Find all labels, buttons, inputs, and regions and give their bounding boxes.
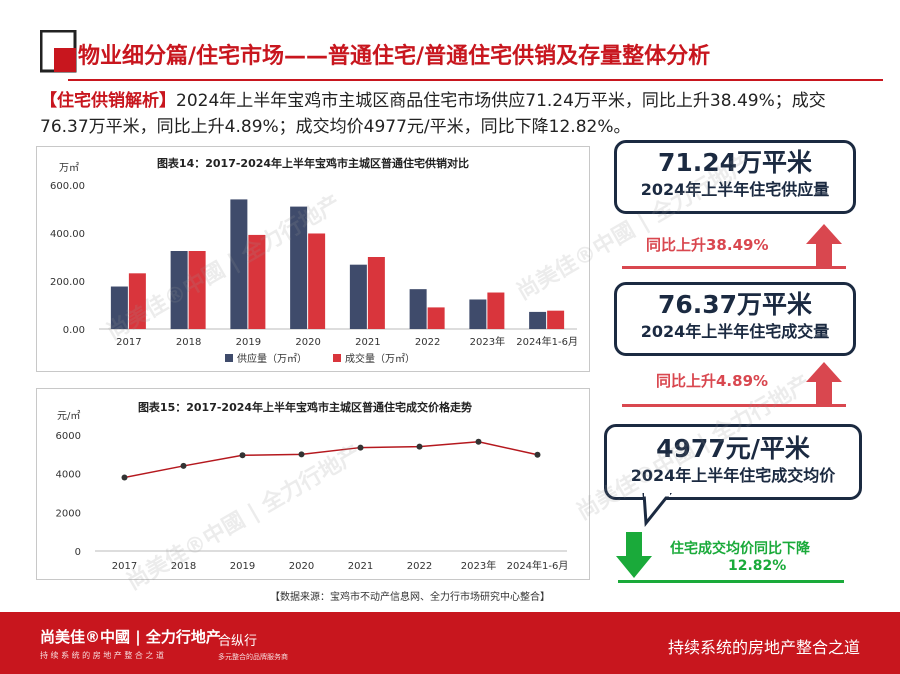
kpi-sales-underline [622,404,846,407]
bar-supply [170,251,188,329]
bar-supply [409,289,427,329]
chart-title: 图表15：2017-2024年上半年宝鸡市主城区普通住宅成交价格走势 [138,400,472,414]
y-tick-label: 0.00 [63,325,85,336]
title-divider [68,79,883,81]
x-tick-label: 2024年1-6月 [516,335,578,348]
price-point [475,438,482,445]
price-point [239,452,246,459]
bar-sales [487,292,505,329]
x-tick-label: 2018 [171,561,196,572]
x-tick-label: 2018 [176,337,201,348]
price-point [180,462,187,469]
chart-supply-sales-svg: 图表14：2017-2024年上半年宝鸡市主城区普通住宅供销对比 万㎡ 600.00… [50,156,578,365]
arrow-down-icon [616,532,652,578]
kpi-supply-underline [622,266,846,269]
price-point [416,443,423,450]
x-tick-label: 2021 [355,337,380,348]
x-tick-label: 2023年 [470,335,505,348]
y-tick-label: 0 [75,547,81,558]
x-tick-label: 2019 [236,337,261,348]
y-unit-label: 万㎡ [59,162,79,174]
footer-brand2-sub: 多元整合的品牌服务商 [218,653,288,661]
bar-supply [469,299,487,329]
kpi-supply-card: 71.24万平米 2024年上半年住宅供应量 [614,140,856,214]
bar-sales [128,273,146,329]
legend-label: 成交量（万㎡） [345,352,415,365]
bar-sales [547,310,565,329]
kpi-supply-value: 71.24万平米 [657,148,813,177]
kpi-price-value: 4977元/平米 [656,434,810,463]
kpi-price-label: 2024年上半年住宅成交均价 [630,466,836,485]
price-point [357,444,364,451]
x-tick-label: 2021 [348,561,373,572]
chart-price-trend: 图表15：2017-2024年上半年宝鸡市主城区普通住宅成交价格走势元/㎡ 600… [36,388,590,580]
x-tick-label: 2022 [415,337,440,348]
y-tick-label: 2000 [56,508,81,519]
bar-sales [188,251,206,329]
bar-supply [110,286,128,329]
price-point [121,474,128,481]
x-tick-label: 2020 [289,561,314,572]
logo-square-icon [40,30,77,73]
chart-title: 图表14：2017-2024年上半年宝鸡市主城区普通住宅供销对比 [157,156,469,170]
bubble-tail [642,493,672,527]
x-tick-label: 2024年1-6月 [507,559,569,572]
bar-sales [308,233,326,329]
kpi-price-card: 4977元/平米 2024年上半年住宅成交均价 [604,424,862,500]
kpi-price-change: 住宅成交均价同比下降 [670,541,810,557]
page-title: 物业细分篇/住宅市场——普通住宅/普通住宅供销及存量整体分析 [78,44,711,69]
footer-slogan: 持续系统的房地产整合之道 [667,638,860,657]
arrow-up-icon [806,362,842,406]
bar-supply [529,311,547,329]
data-source: 【数据来源：宝鸡市不动产信息网、全力行市场研究中心整合】 [270,592,550,603]
bar-supply [230,199,248,329]
summary-paragraph: 【住宅供销解析】2024年上半年宝鸡市主城区商品住宅市场供应71.24万平米，同… [40,88,870,140]
bar-supply [290,206,308,329]
price-point [298,451,305,458]
footer-bar: 尚美佳®中國 | 全力行地产 持 续 系 统 的 房 地 产 整 合 之 道 合… [0,612,900,674]
y-tick-label: 400.00 [50,229,85,240]
x-tick-label: 2017 [116,337,141,348]
x-tick-label: 2017 [112,561,137,572]
arrow-up-icon [806,224,842,268]
kpi-price-underline [618,580,844,583]
y-tick-label: 600.00 [50,181,85,192]
kpi-sales-card: 76.37万平米 2024年上半年住宅成交量 [614,282,856,356]
price-point [534,451,541,458]
summary-text: 2024年上半年宝鸡市主城区商品住宅市场供应71.24万平米，同比上升38.49… [40,91,826,137]
x-tick-label: 2020 [295,337,320,348]
bar-supply [349,264,367,329]
legend-label: 供应量（万㎡） [237,352,307,365]
legend-swatch [333,354,341,362]
kpi-supply-label: 2024年上半年住宅供应量 [640,180,830,199]
summary-tag: 【住宅供销解析】 [40,91,176,111]
footer-brand2: 合纵行 [218,634,258,649]
y-unit-label: 元/㎡ [57,410,80,422]
kpi-supply-change: 同比上升38.49% [646,236,769,254]
chart-supply-sales: 图表14：2017-2024年上半年宝鸡市主城区普通住宅供销对比 万㎡ 600.00… [36,146,590,372]
bar-sales [427,307,445,329]
legend-swatch [225,354,233,362]
kpi-sales-change: 同比上升4.89% [656,372,769,390]
y-tick-label: 6000 [56,431,81,442]
x-tick-label: 2022 [407,561,432,572]
kpi-sales-label: 2024年上半年住宅成交量 [640,322,830,341]
price-line [124,441,538,479]
x-tick-label: 2023年 [461,559,496,572]
y-tick-label: 200.00 [50,277,85,288]
kpi-price-change-pct: 12.82% [728,558,787,574]
x-tick-label: 2019 [230,561,255,572]
y-tick-label: 4000 [56,470,81,481]
kpi-sales-value: 76.37万平米 [657,290,813,319]
bar-sales [367,257,385,329]
footer-brand: 尚美佳®中國 | 全力行地产 [40,628,221,646]
footer-brand-sub: 持 续 系 统 的 房 地 产 整 合 之 道 [40,651,164,660]
bar-sales [248,234,266,329]
